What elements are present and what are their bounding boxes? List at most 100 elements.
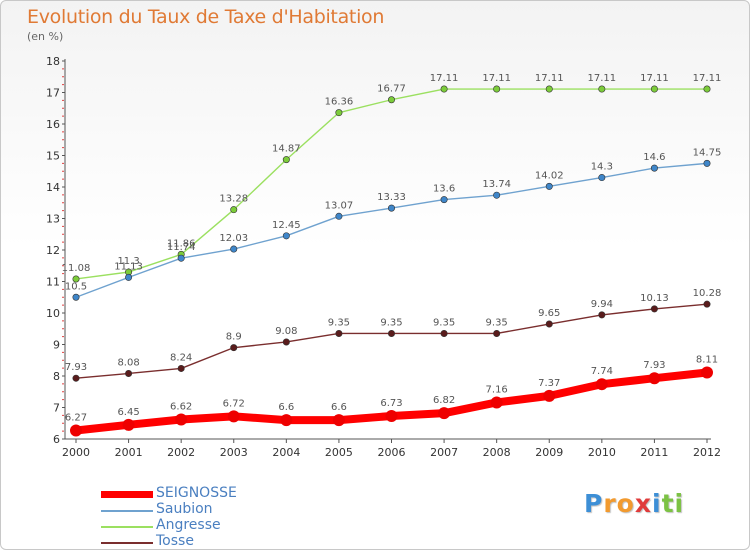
data-point-saubion <box>177 254 185 262</box>
data-label-tosse: 8.24 <box>170 352 192 363</box>
x-tick-label: 2000 <box>62 446 90 459</box>
chart-title: Evolution du Taux de Taxe d'Habitation <box>27 6 385 28</box>
x-tick-label: 2002 <box>167 446 195 459</box>
data-label-saubion: 13.74 <box>482 179 511 190</box>
x-tick-label: 2008 <box>483 446 511 459</box>
y-tick-label: 15 <box>46 150 60 163</box>
y-tick-label: 7 <box>53 402 60 415</box>
y-tick-label: 9 <box>53 339 60 352</box>
legend-swatch <box>101 510 153 512</box>
data-label-saubion: 12.03 <box>219 233 248 244</box>
data-label-saubion: 13.6 <box>433 184 455 195</box>
data-label-angresse: 17.11 <box>430 73 459 84</box>
data-label-angresse: 16.36 <box>325 97 354 108</box>
data-label-tosse: 9.65 <box>538 308 560 319</box>
data-point-saubion <box>545 182 553 190</box>
data-label-saubion: 13.33 <box>377 192 406 203</box>
data-label-seignosse: 7.16 <box>486 384 508 395</box>
data-point-saubion <box>493 191 501 199</box>
series-lines <box>72 88 711 435</box>
x-tick-label: 2012 <box>693 446 721 459</box>
data-point-seignosse <box>175 413 188 426</box>
data-label-saubion: 14.6 <box>643 152 665 163</box>
data-point-seignosse <box>595 378 608 391</box>
legend-label: Angresse <box>156 517 221 533</box>
data-point-angresse <box>335 109 343 117</box>
data-point-saubion <box>650 164 658 172</box>
data-point-seignosse <box>490 396 503 409</box>
logo-letter: i <box>674 489 685 518</box>
data-point-angresse <box>650 85 658 93</box>
legend-swatch <box>101 542 153 544</box>
data-point-seignosse <box>543 389 556 402</box>
data-label-tosse: 7.93 <box>65 362 87 373</box>
legend-item-seignosse: SEIGNOSSE <box>101 485 341 503</box>
data-label-seignosse: 7.37 <box>538 378 560 389</box>
data-point-angresse <box>493 85 501 93</box>
data-point-saubion <box>72 293 80 301</box>
data-label-seignosse: 6.82 <box>433 395 455 406</box>
data-label-saubion: 14.02 <box>535 170 564 181</box>
logo-letter: x <box>634 489 652 518</box>
y-tick-label: 8 <box>53 370 60 383</box>
data-point-angresse <box>703 85 711 93</box>
data-point-tosse <box>598 311 606 319</box>
data-point-saubion <box>282 232 290 240</box>
data-label-tosse: 9.35 <box>328 317 350 328</box>
data-label-angresse: 17.11 <box>693 73 722 84</box>
data-point-angresse <box>440 85 448 93</box>
logo-letter: i <box>652 489 662 518</box>
data-point-seignosse <box>280 414 293 427</box>
data-label-seignosse: 7.74 <box>591 366 613 377</box>
data-point-seignosse <box>648 372 661 385</box>
data-label-angresse: 11.3 <box>117 256 139 267</box>
data-label-saubion: 12.45 <box>272 220 301 231</box>
y-tick-label: 17 <box>46 87 60 100</box>
data-point-seignosse <box>332 414 345 427</box>
logo-letter: t <box>661 489 675 518</box>
legend-swatch <box>101 526 153 528</box>
x-tick-label: 2003 <box>220 446 248 459</box>
data-label-seignosse: 6.6 <box>278 402 294 413</box>
data-label-saubion: 14.3 <box>591 162 613 173</box>
data-point-tosse <box>703 300 711 308</box>
data-point-seignosse <box>701 366 713 379</box>
x-tick-label: 2011 <box>640 446 668 459</box>
data-point-saubion <box>387 204 395 212</box>
y-tick-label: 12 <box>46 244 60 257</box>
x-tick-label: 2006 <box>378 446 406 459</box>
data-label-angresse: 17.11 <box>535 73 564 84</box>
y-tick-label: 6 <box>53 433 60 446</box>
data-label-tosse: 9.35 <box>486 317 508 328</box>
data-label-saubion: 11.13 <box>114 261 143 272</box>
data-label-seignosse: 6.27 <box>65 412 87 423</box>
data-label-angresse: 17.11 <box>640 73 669 84</box>
data-label-tosse: 10.28 <box>693 288 722 299</box>
data-point-seignosse <box>122 418 135 431</box>
data-label-saubion: 14.75 <box>693 147 722 158</box>
data-point-tosse <box>493 329 501 337</box>
data-point-tosse <box>72 374 80 382</box>
logo-letter: r <box>603 489 617 518</box>
data-label-seignosse: 7.93 <box>643 360 665 371</box>
data-label-tosse: 9.35 <box>380 317 402 328</box>
legend-label: Saubion <box>156 501 213 517</box>
data-point-tosse <box>125 369 133 377</box>
data-label-angresse: 11.08 <box>62 263 91 274</box>
data-point-saubion <box>230 245 238 253</box>
data-label-tosse: 9.08 <box>275 326 297 337</box>
data-labels: 6.27 6.45 6.62 6.72 6.6 6.6 6.73 6.82 7.16 7.37 7.… <box>62 73 722 423</box>
x-tick-label: 2009 <box>535 446 563 459</box>
x-tick-label: 2010 <box>588 446 616 459</box>
data-point-tosse <box>440 329 448 337</box>
series-markers <box>70 85 713 437</box>
data-label-saubion: 13.07 <box>325 200 354 211</box>
data-point-saubion <box>703 159 711 167</box>
data-point-tosse <box>650 305 658 313</box>
x-tick-label: 2004 <box>272 446 300 459</box>
data-point-saubion <box>440 196 448 204</box>
y-tick-label: 18 <box>46 55 60 68</box>
